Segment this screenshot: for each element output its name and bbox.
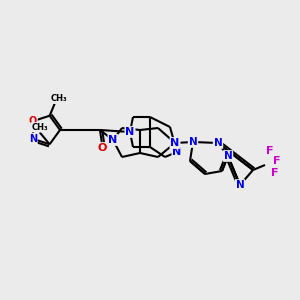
Text: N: N (170, 138, 180, 148)
Text: N: N (125, 127, 135, 137)
Text: N: N (214, 138, 222, 148)
Text: F: F (273, 156, 281, 166)
Text: O: O (97, 143, 107, 153)
Text: CH₃: CH₃ (31, 123, 48, 132)
Text: CH₃: CH₃ (50, 94, 67, 103)
Text: F: F (271, 168, 279, 178)
Text: N: N (236, 180, 244, 190)
Text: N: N (189, 137, 197, 147)
Text: O: O (29, 116, 37, 126)
Text: N: N (108, 135, 118, 145)
Text: N: N (29, 134, 37, 144)
Text: F: F (266, 146, 274, 156)
Text: N: N (172, 147, 182, 157)
Text: N: N (224, 151, 232, 161)
